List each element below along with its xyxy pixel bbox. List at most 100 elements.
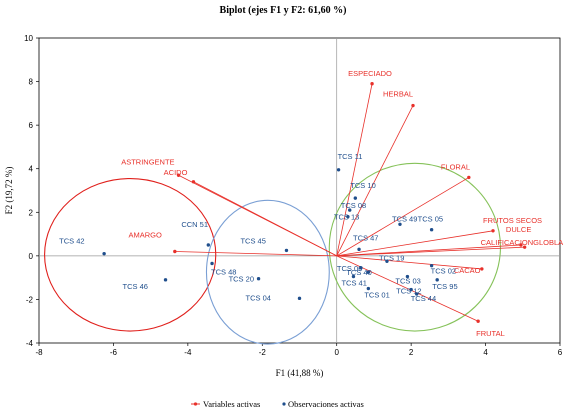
- observation-label: TCS 08: [341, 201, 366, 210]
- group-ellipse: [328, 162, 502, 332]
- legend-label-variables: Variables activas: [203, 399, 260, 409]
- observation-label: TCS 46: [123, 282, 148, 291]
- observation-label: TCS 05: [418, 215, 443, 224]
- observation-point: [353, 196, 358, 200]
- x-tick-label: 0: [334, 348, 339, 357]
- observation-point: [357, 247, 361, 252]
- variable-label: ACIDO: [164, 168, 188, 177]
- legend: Variables activas Observaciones activas: [191, 399, 364, 409]
- chart-title: Biplot (ejes F1 y F2: 61,60 %): [220, 5, 347, 16]
- variable-label: AMARGO: [128, 231, 162, 240]
- observation-point: [351, 274, 356, 279]
- variable-vector: [174, 251, 337, 257]
- observation-label: TCS 01: [364, 291, 389, 300]
- observation-point: [409, 287, 413, 292]
- variable-point: [370, 82, 374, 86]
- variable-vector: [336, 83, 373, 256]
- variable-label: ESPECIADO: [348, 69, 392, 78]
- observation-label: CCN 51: [181, 220, 208, 229]
- variable-label: CALIFICACIONGLOBLA: [481, 238, 564, 247]
- observation-label: TCS 48: [211, 267, 236, 276]
- group-ellipse: [205, 199, 330, 345]
- axis-ticks: -8 -6 -4 -2 0 2 4 6 -4 -2 0 2 4 6 8 10: [24, 34, 563, 357]
- observation-point: [415, 292, 419, 296]
- variable-label: ASTRINGENTE: [121, 157, 174, 166]
- x-tick-label: -4: [184, 348, 192, 357]
- x-tick-label: -2: [259, 348, 267, 357]
- observation-label: TCS 44: [411, 294, 436, 303]
- variable-vector: [193, 181, 337, 257]
- observation-label: TCS 04: [246, 293, 271, 302]
- observation-label: TCS 20: [229, 275, 254, 284]
- y-tick-label: 2: [29, 208, 34, 217]
- y-tick-label: -4: [26, 339, 34, 348]
- observation-point: [405, 274, 410, 279]
- variable-label: DULCE: [506, 225, 531, 234]
- variable-point: [522, 245, 527, 249]
- observation-label: TCS 40: [346, 268, 371, 277]
- variable-point: [476, 319, 480, 323]
- variable-point: [176, 173, 181, 177]
- plot-frame: [38, 37, 561, 344]
- observation-point: [435, 278, 439, 282]
- variable-point: [480, 267, 484, 271]
- observation-label: TCS 47: [353, 233, 378, 242]
- observation-point: [206, 243, 211, 247]
- observation-point: [366, 270, 371, 274]
- observation-point: [366, 286, 371, 291]
- variable-point: [519, 243, 523, 247]
- observation-point: [297, 296, 302, 301]
- y-tick-label: 4: [29, 165, 34, 174]
- variable-point: [467, 175, 471, 180]
- observation-label: TCS 02: [431, 267, 456, 276]
- y-axis-label: F2 (19,72 %): [4, 167, 14, 215]
- y-tick-label: 8: [29, 78, 34, 87]
- zero-axes: [39, 38, 560, 343]
- variable-vector: [336, 230, 494, 257]
- y-tick-label: -2: [26, 295, 34, 304]
- variable-label: FRUTOS SECOS: [483, 216, 542, 225]
- variable-vector: [336, 105, 414, 257]
- observation-point: [346, 214, 350, 219]
- variable-vector: [336, 177, 470, 257]
- observation-point: [359, 266, 363, 270]
- x-tick-label: -8: [35, 348, 43, 357]
- observation-label: TCS 12: [396, 287, 421, 296]
- group-ellipse: [44, 177, 217, 332]
- observation-point: [256, 277, 261, 281]
- observation-point: [398, 222, 402, 226]
- observation-point: [429, 263, 434, 268]
- observation-point: [336, 168, 341, 172]
- variable-point: [191, 180, 196, 184]
- x-tick-label: 6: [558, 348, 563, 357]
- observation-label: TCS 13: [334, 213, 359, 222]
- variable-label: FLORAL: [441, 162, 470, 171]
- observation-point: [348, 208, 352, 212]
- observation-points: TCS 11 TCS 10 TCS 08 TCS 13 TCS 49 TCS 05 TCS …: [59, 152, 458, 303]
- variable-point: [491, 229, 495, 233]
- x-tick-label: 2: [409, 348, 414, 357]
- observation-label: TCS 49: [392, 214, 417, 223]
- y-tick-label: 6: [29, 121, 34, 130]
- ellipses: [44, 162, 502, 345]
- variable-point: [411, 103, 415, 108]
- observation-label: TCS 11: [338, 152, 363, 161]
- x-tick-label: -6: [110, 348, 118, 357]
- observation-label: TCS 03: [395, 277, 420, 286]
- observation-label: TCS 19: [379, 253, 404, 262]
- observation-label: TCS 06: [337, 264, 362, 273]
- observation-point: [429, 228, 434, 232]
- observation-label: TCS 41: [341, 279, 366, 288]
- variable-point: [173, 249, 177, 254]
- legend-item-observations: Observaciones activas: [282, 399, 364, 409]
- observation-label: TCS 95: [432, 282, 457, 291]
- variable-vector: [336, 246, 525, 257]
- observation-point: [163, 278, 168, 282]
- observation-point: [210, 261, 214, 266]
- observation-label: TCS 42: [59, 237, 84, 246]
- variable-label: HERBAL: [383, 90, 413, 99]
- observation-point: [385, 259, 389, 264]
- legend-label-observations: Observaciones activas: [288, 399, 364, 409]
- y-tick-label: 10: [24, 34, 33, 43]
